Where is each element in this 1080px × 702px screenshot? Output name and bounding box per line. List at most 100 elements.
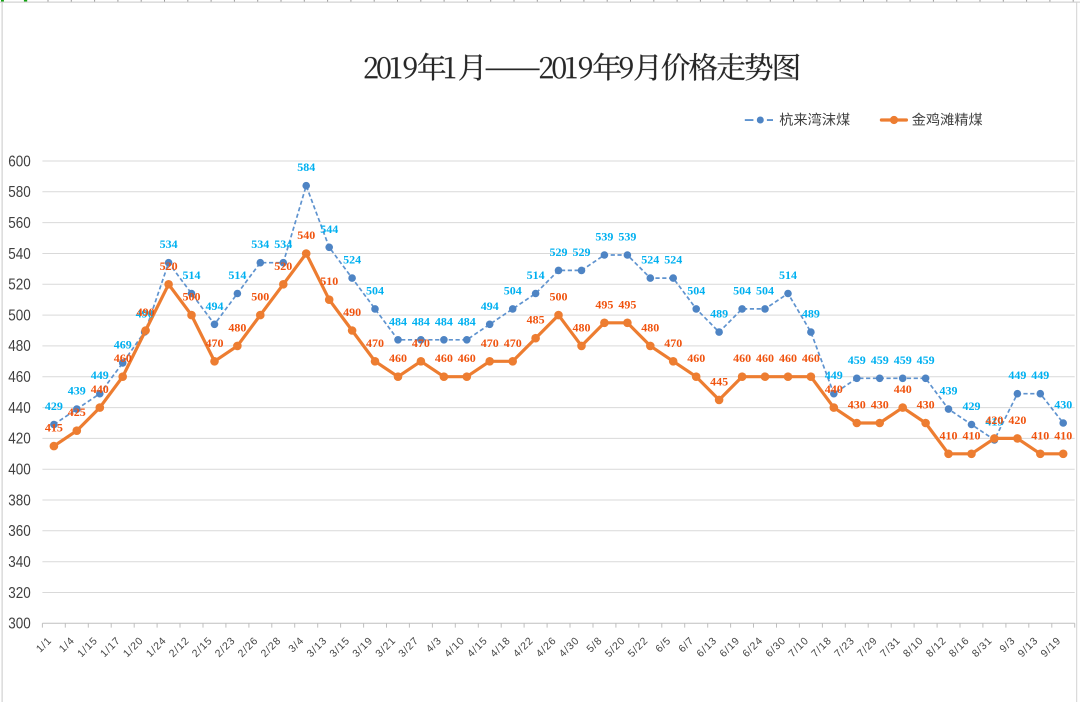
- svg-text:320: 320: [8, 585, 31, 602]
- svg-text:415: 415: [45, 421, 63, 435]
- svg-text:510: 510: [320, 274, 338, 288]
- svg-text:520: 520: [8, 277, 31, 294]
- svg-text:514: 514: [527, 268, 545, 282]
- svg-text:520: 520: [274, 259, 292, 273]
- svg-text:529: 529: [573, 245, 591, 259]
- svg-text:440: 440: [91, 382, 109, 396]
- svg-text:544: 544: [320, 222, 338, 236]
- svg-text:459: 459: [871, 353, 889, 367]
- svg-text:524: 524: [641, 253, 659, 267]
- svg-text:420: 420: [1008, 413, 1026, 427]
- svg-text:534: 534: [274, 237, 292, 251]
- svg-text:449: 449: [1008, 368, 1026, 382]
- svg-text:410: 410: [940, 428, 958, 442]
- svg-text:500: 500: [8, 307, 31, 324]
- svg-text:485: 485: [527, 313, 545, 327]
- svg-text:449: 449: [825, 368, 843, 382]
- svg-text:460: 460: [779, 351, 797, 365]
- svg-text:584: 584: [297, 160, 315, 174]
- svg-text:600: 600: [8, 153, 31, 170]
- svg-text:420: 420: [8, 431, 31, 448]
- svg-text:500: 500: [183, 290, 201, 304]
- svg-text:445: 445: [710, 374, 728, 388]
- svg-text:439: 439: [940, 384, 958, 398]
- svg-text:459: 459: [917, 353, 935, 367]
- svg-text:480: 480: [228, 320, 246, 334]
- svg-text:480: 480: [641, 320, 659, 334]
- svg-text:439: 439: [68, 384, 86, 398]
- svg-text:380: 380: [8, 492, 31, 509]
- svg-text:425: 425: [68, 405, 86, 419]
- svg-text:504: 504: [733, 283, 751, 297]
- svg-text:459: 459: [848, 353, 866, 367]
- svg-text:490: 490: [136, 307, 154, 321]
- svg-text:514: 514: [228, 268, 246, 282]
- svg-text:460: 460: [733, 351, 751, 365]
- svg-text:430: 430: [848, 398, 866, 412]
- svg-text:470: 470: [504, 336, 522, 350]
- svg-text:460: 460: [8, 369, 31, 386]
- svg-text:494: 494: [206, 299, 224, 313]
- svg-text:534: 534: [251, 237, 269, 251]
- svg-text:539: 539: [595, 230, 613, 244]
- svg-text:540: 540: [8, 246, 31, 263]
- svg-text:490: 490: [343, 305, 361, 319]
- svg-text:560: 560: [8, 215, 31, 232]
- svg-text:460: 460: [756, 351, 774, 365]
- svg-text:460: 460: [389, 351, 407, 365]
- svg-text:470: 470: [412, 336, 430, 350]
- svg-text:480: 480: [573, 320, 591, 334]
- svg-text:429: 429: [963, 399, 981, 413]
- svg-text:300: 300: [8, 616, 31, 633]
- svg-text:524: 524: [343, 253, 361, 267]
- svg-text:534: 534: [160, 237, 178, 251]
- svg-text:469: 469: [114, 337, 132, 351]
- svg-text:460: 460: [458, 351, 476, 365]
- svg-text:490: 490: [137, 305, 155, 319]
- svg-text:460: 460: [114, 351, 132, 365]
- svg-text:539: 539: [618, 230, 636, 244]
- svg-text:524: 524: [664, 253, 682, 267]
- svg-text:340: 340: [8, 554, 31, 571]
- svg-text:484: 484: [412, 314, 430, 328]
- svg-text:520: 520: [160, 259, 178, 273]
- svg-text:410: 410: [963, 428, 981, 442]
- svg-text:360: 360: [8, 523, 31, 540]
- svg-text:430: 430: [917, 398, 935, 412]
- svg-text:504: 504: [504, 283, 522, 297]
- svg-text:470: 470: [206, 336, 224, 350]
- svg-text:449: 449: [1031, 368, 1049, 382]
- svg-text:410: 410: [1054, 428, 1072, 442]
- svg-text:494: 494: [481, 299, 499, 313]
- svg-text:459: 459: [894, 353, 912, 367]
- svg-text:440: 440: [825, 382, 843, 396]
- svg-text:540: 540: [297, 228, 315, 242]
- svg-text:504: 504: [366, 283, 384, 297]
- svg-text:419: 419: [985, 414, 1003, 428]
- svg-text:460: 460: [687, 351, 705, 365]
- svg-text:504: 504: [687, 283, 705, 297]
- svg-text:410: 410: [1031, 428, 1049, 442]
- svg-text:529: 529: [550, 245, 568, 259]
- svg-text:580: 580: [8, 184, 31, 201]
- svg-text:504: 504: [756, 283, 774, 297]
- svg-text:449: 449: [91, 368, 109, 382]
- svg-text:460: 460: [435, 351, 453, 365]
- svg-text:430: 430: [1054, 398, 1072, 412]
- svg-text:489: 489: [710, 307, 728, 321]
- svg-text:429: 429: [45, 399, 63, 413]
- svg-text:514: 514: [779, 268, 797, 282]
- svg-text:495: 495: [595, 297, 613, 311]
- svg-text:440: 440: [8, 400, 31, 417]
- svg-text:495: 495: [618, 297, 636, 311]
- svg-text:460: 460: [802, 351, 820, 365]
- svg-text:430: 430: [871, 398, 889, 412]
- svg-text:484: 484: [389, 314, 407, 328]
- svg-text:440: 440: [894, 382, 912, 396]
- svg-text:489: 489: [802, 307, 820, 321]
- svg-text:484: 484: [435, 314, 453, 328]
- svg-text:484: 484: [458, 314, 476, 328]
- svg-text:500: 500: [251, 290, 269, 304]
- svg-text:470: 470: [481, 336, 499, 350]
- svg-text:480: 480: [8, 338, 31, 355]
